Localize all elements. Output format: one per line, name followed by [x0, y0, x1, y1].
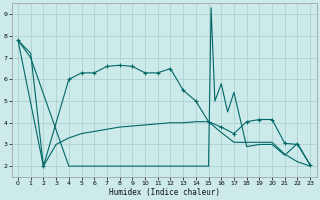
X-axis label: Humidex (Indice chaleur): Humidex (Indice chaleur) [108, 188, 220, 197]
